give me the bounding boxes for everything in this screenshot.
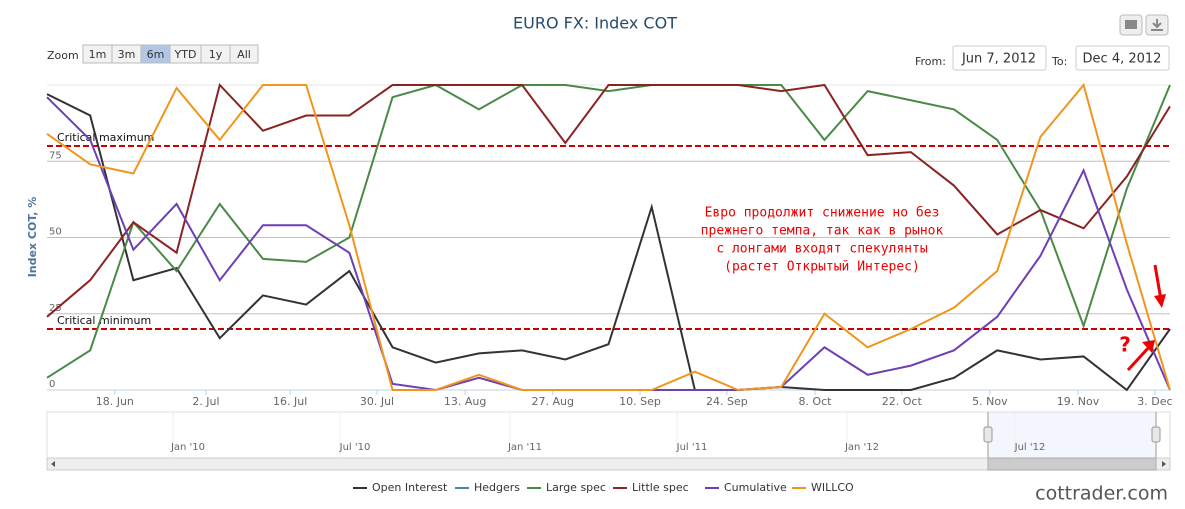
zoom-label: Zoom	[47, 49, 79, 62]
y-tick-label: 50	[49, 227, 62, 238]
y-axis-title: Index COT, %	[26, 197, 39, 278]
arrow-head	[1142, 340, 1155, 353]
x-tick-label: 3. Dec	[1137, 395, 1172, 408]
x-tick-label: 8. Oct	[798, 395, 832, 408]
arrows	[1126, 264, 1166, 372]
arrow	[1126, 344, 1152, 372]
legend: Open Interest Hedgers Large spec Little spe…	[353, 481, 854, 494]
navigator-frame	[46, 411, 1171, 459]
x-tick-label: 18. Jun	[96, 395, 134, 408]
export-buttons[interactable]	[1119, 14, 1169, 36]
legend-item[interactable]: WILLCO	[792, 481, 854, 494]
y-tick-label: 75	[49, 150, 62, 161]
legend-item[interactable]: Hedgers	[455, 481, 520, 494]
zoom-button-label[interactable]: 6m	[147, 48, 165, 61]
series-line	[46, 82, 1171, 392]
navigator[interactable]	[46, 411, 1171, 471]
annotation: Евро продолжит снижение но без	[705, 206, 940, 221]
legend-item[interactable]: Large spec	[527, 481, 606, 494]
from-value: Jun 7, 2012	[961, 52, 1036, 67]
y-tick-label: 25	[49, 303, 62, 314]
zoom-button-label[interactable]: 3m	[118, 48, 136, 61]
chart-title: EURO FX: Index COT	[513, 14, 677, 33]
legend-label: Little spec	[632, 481, 689, 494]
x-tick-label: 27. Aug	[532, 395, 574, 408]
legend-item[interactable]: Little spec	[613, 481, 689, 494]
x-tick-label: 13. Aug	[444, 395, 486, 408]
zoom-button-label[interactable]: YTD	[174, 48, 197, 61]
legend-label: WILLCO	[811, 481, 854, 494]
zoom-button-label[interactable]: 1m	[89, 48, 107, 61]
annotation: с лонгами входят спекулянты	[716, 242, 927, 257]
critical-label: Critical minimum	[57, 314, 151, 327]
from-label: From:	[915, 55, 946, 68]
question-mark: ?	[1119, 333, 1131, 357]
navigator-label: Jan '12	[844, 442, 879, 453]
x-tick-label: 24. Sep	[706, 395, 748, 408]
zoom-button-label[interactable]: 1y	[209, 48, 223, 61]
annotation: (растет Открытый Интерес)	[724, 260, 920, 275]
legend-label: Cumulative	[724, 481, 787, 494]
x-tick-label: 30. Jul	[360, 395, 394, 408]
navigator-label: Jul '12	[1014, 442, 1046, 453]
legend-label: Open Interest	[372, 481, 448, 494]
x-tick-label: 19. Nov	[1057, 395, 1100, 408]
zoom-button-label[interactable]: All	[237, 48, 251, 61]
to-label: To:	[1051, 55, 1067, 68]
x-tick-label: 5. Nov	[972, 395, 1008, 408]
navigator-handle[interactable]	[983, 426, 993, 443]
export-icon	[1151, 19, 1163, 31]
navigator-label: Jul '11	[676, 442, 708, 453]
zoom-button[interactable]	[229, 44, 259, 64]
x-tick-label: 10. Sep	[619, 395, 661, 408]
x-tick-label: 22. Oct	[882, 395, 923, 408]
navigator-handle[interactable]	[1151, 426, 1161, 443]
to-value: Dec 4, 2012	[1083, 52, 1162, 67]
from-input[interactable]	[952, 45, 1047, 71]
series-line	[46, 83, 1171, 379]
legend-item[interactable]: Open Interest	[353, 481, 448, 494]
y-tick-label: 0	[49, 379, 55, 390]
to-input[interactable]	[1075, 45, 1170, 71]
x-tick-label: 2. Jul	[192, 395, 219, 408]
series-line	[46, 93, 1171, 392]
scrollbar-track[interactable]	[46, 457, 1171, 471]
arrow	[1153, 264, 1163, 301]
navigator-label: Jan '10	[170, 442, 205, 453]
critical-label: Critical maximum	[57, 131, 154, 144]
navigator-label: Jul '10	[339, 442, 371, 453]
series-line	[46, 82, 1171, 318]
navigator-selection[interactable]	[988, 412, 1156, 458]
scrollbar-thumb[interactable]	[987, 457, 1157, 471]
x-tick-label: 16. Jul	[273, 395, 307, 408]
navigator-mask	[47, 412, 988, 458]
arrow-head	[1154, 294, 1166, 308]
legend-label: Large spec	[546, 481, 606, 494]
legend-label: Hedgers	[474, 481, 520, 494]
plot-area: 0 25 50 75 18. Jun 2. Jul 16. Jul 30. Jul 13. Au…	[46, 82, 1173, 408]
annotation: прежнего темпа, так как в рынок	[701, 224, 944, 239]
print-icon	[1125, 20, 1137, 29]
navigator-label: Jan '11	[507, 442, 542, 453]
legend-item[interactable]: Cumulative	[705, 481, 787, 494]
watermark: cottrader.com	[1035, 483, 1168, 505]
